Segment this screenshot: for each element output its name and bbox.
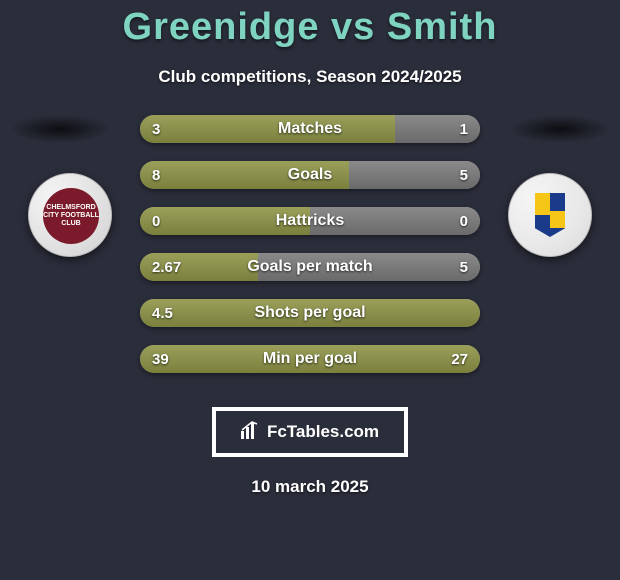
bar-val-right: 0 [460,207,468,235]
stat-bars: 3 Matches 1 8 Goals 5 0 Hattricks 0 2.67… [140,115,480,391]
bar-row-matches: 3 Matches 1 [140,115,480,143]
club-badge-left-text: CHELMSFORD CITY FOOTBALL CLUB [43,204,99,227]
subtitle: Club competitions, Season 2024/2025 [0,67,620,87]
bar-left-fill [140,207,310,235]
brand-box: FcTables.com [212,407,408,457]
bar-row-min-per-goal: 39 Min per goal 27 [140,345,480,373]
bar-val-right: 5 [460,161,468,189]
brand-text: FcTables.com [267,422,379,442]
bar-left-fill [140,299,480,327]
bar-val-left: 2.67 [152,253,181,281]
chart-icon [241,421,261,444]
bar-right-fill [310,207,480,235]
shadow-left [10,115,110,143]
bar-val-left: 39 [152,345,169,373]
club-badge-right-shield [535,193,565,237]
club-badge-left-inner: CHELMSFORD CITY FOOTBALL CLUB [43,188,99,244]
bar-row-shots-per-goal: 4.5 Shots per goal [140,299,480,327]
bar-left-fill [140,115,395,143]
bar-val-right: 1 [460,115,468,143]
bar-row-goals-per-match: 2.67 Goals per match 5 [140,253,480,281]
bar-val-left: 3 [152,115,160,143]
bar-left-fill [140,161,349,189]
bar-val-left: 4.5 [152,299,173,327]
comparison-arena: CHELMSFORD CITY FOOTBALL CLUB 3 Matches … [0,115,620,395]
bar-row-hattricks: 0 Hattricks 0 [140,207,480,235]
club-badge-left: CHELMSFORD CITY FOOTBALL CLUB [28,173,112,257]
bar-right-fill [258,253,480,281]
bar-val-right: 27 [451,345,468,373]
bar-val-left: 0 [152,207,160,235]
page-title: Greenidge vs Smith [0,0,620,49]
bar-val-right: 5 [460,253,468,281]
club-badge-right [508,173,592,257]
date-text: 10 march 2025 [0,477,620,497]
bar-row-goals: 8 Goals 5 [140,161,480,189]
bar-val-left: 8 [152,161,160,189]
bar-left-fill [140,345,480,373]
shadow-right [510,115,610,143]
